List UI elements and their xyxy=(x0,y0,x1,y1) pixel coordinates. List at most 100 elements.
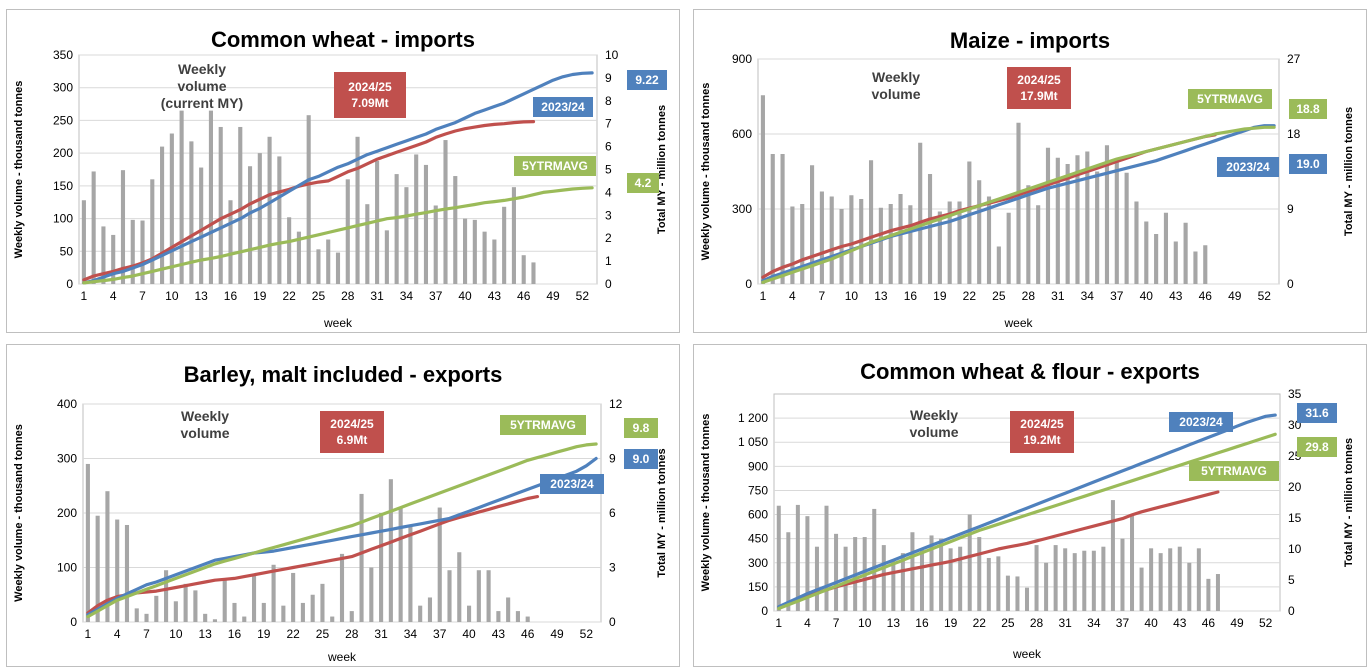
weekly-bar xyxy=(770,154,775,284)
weekly-bar xyxy=(310,594,315,622)
weekly-bar xyxy=(160,146,165,284)
y-left-tick-label: 900 xyxy=(732,52,752,66)
weekly-bar xyxy=(810,165,815,284)
weekly-volume-note: Weekly xyxy=(910,407,958,423)
x-tick-label: 22 xyxy=(973,616,987,630)
weekly-bar xyxy=(492,239,497,284)
x-tick-label: 46 xyxy=(1202,616,1216,630)
x-tick-label: 19 xyxy=(933,289,947,303)
x-tick-label: 31 xyxy=(1059,616,1073,630)
series-line-2024-25 xyxy=(777,490,1220,609)
y-left-tick-label: 0 xyxy=(761,604,768,618)
x-tick-label: 28 xyxy=(1022,289,1036,303)
weekly-bar xyxy=(238,126,243,284)
x-tick-label: 4 xyxy=(804,616,811,630)
y-right-axis-label: Total MY - million tonnes xyxy=(1343,107,1355,236)
y-right-tick-label: 6 xyxy=(605,140,612,154)
x-tick-label: 10 xyxy=(165,289,179,303)
weekly-bar xyxy=(408,526,413,622)
weekly-bar xyxy=(919,549,924,611)
label-5ytrmavg-box xyxy=(500,415,586,435)
end-value-5ytrmavg: 9.8 xyxy=(633,421,650,435)
weekly-volume-note: Weekly xyxy=(872,69,920,85)
y-right-tick-label: 4 xyxy=(605,185,612,199)
y-left-tick-label: 1 200 xyxy=(738,411,768,425)
weekly-bar xyxy=(330,616,335,622)
y-left-tick-label: 900 xyxy=(748,459,768,473)
label-2023-24: 2023/24 xyxy=(1226,160,1270,174)
y-left-tick-label: 100 xyxy=(57,561,77,575)
x-tick-label: 10 xyxy=(858,616,872,630)
series-line-2024-25 xyxy=(86,495,540,615)
weekly-bar xyxy=(134,608,139,622)
weekly-bar xyxy=(427,597,433,622)
end-value-2023-24-box xyxy=(627,70,667,90)
x-tick-label: 37 xyxy=(1110,289,1124,303)
weekly-bar xyxy=(1024,587,1030,611)
x-tick-label: 22 xyxy=(286,627,300,641)
weekly-bar xyxy=(1006,212,1011,284)
weekly-bar xyxy=(1026,185,1031,284)
weekly-bar xyxy=(824,505,829,611)
weekly-bar xyxy=(977,180,982,284)
weekly-bar xyxy=(115,519,120,622)
weekly-bar xyxy=(1149,548,1154,611)
label-2023-24-box xyxy=(533,97,593,117)
label-2024-25-box xyxy=(320,411,384,453)
weekly-bar xyxy=(486,570,491,622)
y-right-tick-label: 10 xyxy=(1288,542,1302,556)
x-tick-label: 7 xyxy=(833,616,840,630)
x-tick-label: 46 xyxy=(517,289,531,303)
x-tick-label: 13 xyxy=(198,627,212,641)
label-5ytrmavg: 5YTRMAVG xyxy=(522,159,588,173)
weekly-bar xyxy=(95,515,100,622)
weekly-bar xyxy=(199,167,204,284)
weekly-bar xyxy=(967,161,972,284)
weekly-bar xyxy=(967,514,972,611)
x-tick-label: 4 xyxy=(110,289,117,303)
weekly-bar xyxy=(829,196,834,284)
weekly-bar xyxy=(1016,122,1021,284)
label-5ytrmavg-box xyxy=(1189,461,1279,481)
weekly-bar xyxy=(878,207,883,284)
weekly-bar xyxy=(124,524,130,622)
weekly-bar xyxy=(320,583,325,622)
weekly-bar xyxy=(1005,575,1010,611)
weekly-bar xyxy=(212,619,217,622)
label-2024-25: 2024/25 xyxy=(1020,417,1064,431)
weekly-bar xyxy=(335,252,341,284)
weekly-bar xyxy=(218,126,223,284)
y-right-axis-label: Total MY - million tonnes xyxy=(656,105,668,234)
weekly-bar xyxy=(872,508,877,611)
series-line-2024-25 xyxy=(82,119,536,282)
y-right-tick-label: 0 xyxy=(1287,277,1294,291)
weekly-bar xyxy=(433,205,438,284)
weekly-bar xyxy=(345,179,350,284)
weekly-bar xyxy=(1063,548,1068,611)
weekly-bar xyxy=(1045,147,1051,284)
y-right-tick-label: 6 xyxy=(609,506,616,520)
x-axis-label: week xyxy=(327,650,357,664)
weekly-bar xyxy=(316,249,321,284)
weekly-bar xyxy=(795,504,800,611)
y-right-tick-label: 0 xyxy=(1288,604,1295,618)
weekly-bar xyxy=(1158,553,1163,611)
weekly-volume-note: volume xyxy=(180,425,229,441)
y-left-axis-label: Weekly volume - thousand tonnes xyxy=(13,81,25,259)
y-left-tick-label: 0 xyxy=(70,615,77,629)
weekly-bar xyxy=(247,166,253,284)
end-value-5ytrmavg-box xyxy=(624,418,658,438)
label-2023-24-box xyxy=(540,474,604,494)
y-right-tick-label: 9 xyxy=(609,452,616,466)
weekly-bar xyxy=(423,164,429,284)
weekly-bar xyxy=(918,142,923,284)
weekly-bar xyxy=(365,204,370,284)
weekly-bar xyxy=(472,219,477,284)
weekly-bar xyxy=(251,575,257,622)
y-left-tick-label: 150 xyxy=(53,179,73,193)
y-right-tick-label: 3 xyxy=(605,208,612,222)
weekly-bar xyxy=(291,572,296,622)
x-tick-label: 43 xyxy=(1169,289,1183,303)
y-left-tick-label: 600 xyxy=(732,127,752,141)
label-5ytrmavg: 5YTRMAVG xyxy=(510,418,576,432)
